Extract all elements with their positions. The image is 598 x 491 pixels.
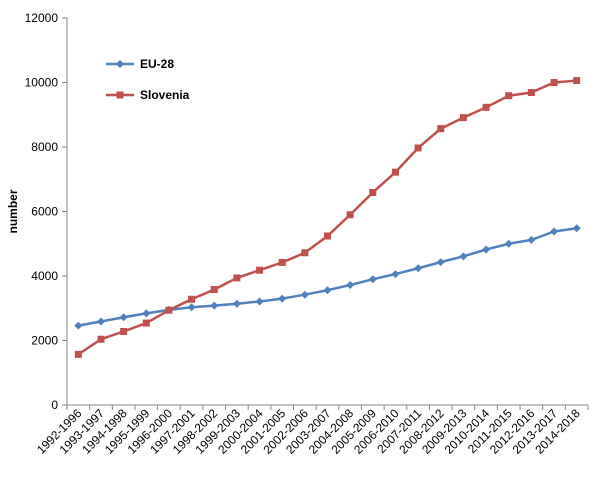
series-slovenia	[74, 77, 581, 358]
data-point	[414, 264, 423, 273]
data-point	[346, 211, 354, 219]
data-point	[459, 114, 467, 122]
legend: EU-28 Slovenia	[106, 57, 190, 102]
data-point	[573, 77, 581, 85]
data-point	[256, 266, 264, 274]
data-point	[255, 297, 264, 306]
data-point	[165, 306, 173, 314]
data-point	[74, 321, 83, 330]
y-tick-label: 8000	[31, 140, 58, 154]
data-point	[368, 275, 377, 284]
data-point	[119, 313, 128, 322]
series-layer	[74, 77, 581, 358]
data-point	[96, 317, 105, 326]
legend-marker	[116, 60, 124, 68]
y-axis-ticks: 0 2000 4000 6000 8000 10000 12000	[25, 11, 67, 412]
legend-marker	[116, 91, 124, 99]
data-point	[142, 319, 150, 327]
y-tick-label: 6000	[31, 205, 58, 219]
y-tick-label: 0	[51, 398, 58, 412]
data-point	[278, 258, 286, 266]
data-point	[278, 294, 287, 303]
data-point	[572, 224, 581, 233]
data-point	[391, 168, 399, 176]
data-point	[323, 286, 332, 295]
y-tick-label: 10000	[25, 76, 59, 90]
data-point	[301, 249, 309, 257]
legend-item: Slovenia	[106, 88, 190, 102]
series-eu-28	[74, 224, 581, 330]
data-point	[550, 227, 559, 236]
y-tick-label: 2000	[31, 334, 58, 348]
data-point	[527, 235, 536, 244]
data-point	[188, 295, 196, 303]
data-point	[504, 239, 513, 248]
data-point	[120, 327, 128, 335]
data-point	[527, 88, 535, 96]
y-tick-label: 12000	[25, 11, 59, 25]
data-point	[482, 103, 490, 111]
data-point	[436, 258, 445, 267]
data-point	[210, 301, 219, 310]
chart-axes	[66, 18, 588, 406]
data-point	[300, 290, 309, 299]
data-point	[210, 286, 218, 294]
data-point	[391, 270, 400, 279]
legend-label: Slovenia	[140, 88, 190, 102]
legend-label: EU-28	[140, 57, 174, 71]
data-point	[505, 92, 513, 100]
data-point	[187, 303, 196, 312]
data-point	[414, 144, 422, 152]
data-point	[369, 188, 377, 196]
data-point	[233, 274, 241, 282]
data-point	[550, 79, 558, 86]
y-tick-label: 4000	[31, 269, 58, 283]
series-line	[78, 227, 577, 327]
y-axis-title: number	[6, 189, 20, 233]
x-axis-ticks: 1992-19961993-19971994-19981995-19991996…	[34, 405, 589, 457]
data-point	[346, 281, 355, 290]
data-point	[142, 309, 151, 318]
data-point	[232, 299, 241, 308]
data-point	[74, 350, 82, 358]
data-point	[97, 335, 105, 343]
data-point	[437, 125, 445, 133]
data-point	[324, 232, 331, 240]
data-point	[459, 252, 468, 261]
legend-item: EU-28	[106, 57, 174, 71]
data-point	[482, 245, 491, 254]
